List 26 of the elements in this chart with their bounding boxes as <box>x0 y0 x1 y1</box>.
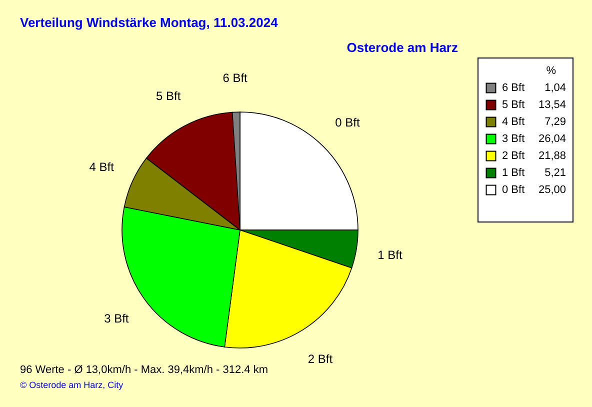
slice-label: 5 Bft <box>156 88 182 103</box>
text: © Osterode am Harz, City <box>20 380 124 390</box>
slice-label: 6 Bft <box>222 71 248 86</box>
data-label: 5,21 <box>544 167 566 179</box>
data-label: 25,00 <box>538 184 566 196</box>
chart-title: Verteilung Windstärke Montag, 11.03.2024 <box>20 15 279 30</box>
slice-label: 3 Bft <box>104 311 130 326</box>
legend-label: 4 Bft <box>502 116 525 128</box>
legend-label: 1 Bft <box>502 167 525 179</box>
slice-label: 1 Bft <box>378 248 403 262</box>
chart-subtitle: Osterode am Harz <box>346 40 458 55</box>
slice-label: 2 Bft <box>308 352 334 366</box>
legend-label: 3 Bft <box>502 133 525 145</box>
slice-label: 0 Bft <box>335 116 360 130</box>
data-label: 13,54 <box>538 99 566 111</box>
legend-label: 2 Bft <box>502 150 525 162</box>
data-label: 21,88 <box>538 150 566 162</box>
legend-title: % <box>546 65 556 77</box>
legend-label: 5 Bft <box>502 99 525 111</box>
data-label: 26,04 <box>538 133 566 145</box>
slice-label: 4 Bft <box>89 160 115 174</box>
text: 96 Werte - Ø 13,0km/h - Max. 39,4km/h - 312.4 km <box>20 364 268 376</box>
legend-label: 6 Bft <box>502 82 525 94</box>
data-label: 7,29 <box>544 116 566 128</box>
legend-label: 0 Bft <box>502 184 525 196</box>
data-label: 1,04 <box>544 82 566 94</box>
